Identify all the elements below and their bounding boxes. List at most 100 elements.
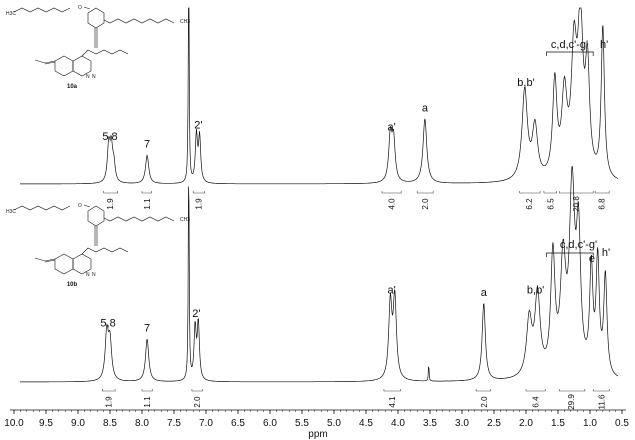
- integral-value: 2.0: [193, 396, 202, 408]
- x-tick-label: 5.0: [327, 418, 341, 429]
- ch3-label: CH3: [180, 217, 190, 223]
- x-tick-label: 2.5: [487, 418, 501, 429]
- integral-bar: [558, 191, 594, 194]
- peak-label: a: [481, 287, 488, 299]
- spectrum-trace: [20, 165, 619, 383]
- peak-label: e: [589, 253, 595, 265]
- bond: [83, 204, 91, 208]
- integral-value: 2.0: [480, 396, 489, 408]
- x-tick-label: 8.5: [103, 418, 117, 429]
- peak-label: a': [387, 284, 395, 296]
- peak-label: 5,8: [102, 131, 117, 143]
- integral-value: 1.1: [143, 396, 152, 408]
- oxygen-label: O: [78, 5, 82, 11]
- x-tick-label: 4.5: [359, 418, 373, 429]
- x-axis: 10.0 9.5 9.0 8.5 8.0 7.5 7.0 6.5 6.0 5.5 5.0 4.5 4.0…: [4, 409, 629, 440]
- bond: [34, 59, 56, 65]
- peak-label: h': [600, 39, 608, 51]
- peak-label: a: [422, 102, 429, 114]
- x-tick-label: 9.5: [39, 418, 53, 429]
- nitrogen-label: N: [92, 272, 96, 278]
- x-tick-label: 2.0: [519, 418, 533, 429]
- x-tick-label: 9.0: [71, 418, 85, 429]
- integral-value: 6.4: [532, 396, 541, 408]
- peak-label: h': [602, 247, 610, 259]
- molecule-structure-10a: H3C O CH3 N N 10a: [6, 5, 190, 90]
- bond: [13, 7, 71, 13]
- x-tick-label: 1.5: [551, 418, 565, 429]
- bond: [54, 253, 74, 275]
- spectrum-10b: 5,8 7 2' a' a b,b' c,d,c'-g' e h' 1.9 1.1 2.0 4.1 2.0…: [20, 165, 619, 410]
- integral-bar: [141, 191, 152, 194]
- x-tick-label: 4.0: [391, 418, 405, 429]
- bond: [94, 28, 98, 48]
- peak-label: 2': [192, 308, 200, 320]
- oxygen-label: O: [78, 203, 82, 209]
- integral-value: 11.6: [598, 394, 607, 410]
- molecule-id: 10a: [67, 84, 78, 90]
- bond: [83, 6, 91, 10]
- integral-value: 6.8: [598, 198, 607, 210]
- label-bracket: [546, 51, 594, 56]
- bond: [72, 253, 92, 275]
- integral-bar: [475, 389, 492, 392]
- peak-label: a': [387, 121, 395, 133]
- x-tick-label: 3.0: [455, 418, 469, 429]
- nitrogen-label: N: [86, 272, 90, 278]
- integral-bar: [558, 389, 586, 392]
- label-bracket: [546, 252, 594, 257]
- bond: [103, 18, 175, 24]
- peak-label: 7: [144, 139, 150, 151]
- x-tick-label: 7.5: [167, 418, 181, 429]
- integral-bar: [519, 191, 541, 194]
- bond: [87, 7, 105, 29]
- peak-label: b,b': [517, 77, 534, 89]
- x-tick-label: 7.0: [199, 418, 213, 429]
- bond: [54, 55, 74, 77]
- integral-value: 1.1: [143, 198, 152, 210]
- integral-value: 20.8: [572, 196, 581, 212]
- integral-bar: [525, 389, 546, 392]
- bond: [87, 205, 105, 227]
- integral-value: 6.5: [546, 198, 555, 210]
- bond: [81, 49, 129, 57]
- peak-label: b,b': [527, 284, 544, 296]
- integral-value: 29.9: [567, 394, 576, 410]
- nitrogen-label: N: [92, 74, 96, 80]
- nitrogen-label: N: [86, 74, 90, 80]
- bond: [34, 257, 56, 263]
- integral-value: 4.1: [388, 396, 397, 408]
- h3c-label: H3C: [6, 11, 16, 17]
- x-tick-label: 10.0: [4, 418, 24, 429]
- x-axis-label: ppm: [308, 429, 327, 440]
- x-tick-label: 5.5: [295, 418, 309, 429]
- spectrum-10a: 5,8 7 2' a' a b,b' c,d,c'-g' h' 1.9 1.1 1.9 4.0 2.0 6…: [20, 7, 619, 212]
- h3c-label: H3C: [6, 209, 16, 215]
- integral-bar: [543, 191, 558, 194]
- bond: [13, 205, 71, 211]
- peak-label: 2': [194, 120, 202, 132]
- spectrum-trace: [20, 7, 619, 185]
- x-tick-label: 1.0: [583, 418, 597, 429]
- bond: [94, 226, 98, 246]
- integral-bar: [191, 389, 204, 392]
- integral-bar: [103, 191, 118, 194]
- integral-bar: [416, 191, 434, 194]
- integral-bar: [381, 191, 402, 194]
- molecule-structure-10b: H3C O CH3 N N 10b: [6, 203, 190, 288]
- bond: [81, 247, 129, 255]
- integral-value: 1.9: [194, 198, 203, 210]
- ch3-label: CH3: [180, 19, 190, 25]
- x-tick-label: 3.5: [423, 418, 437, 429]
- peak-label: 5,8: [100, 318, 115, 330]
- x-tick-label: 6.5: [231, 418, 245, 429]
- peak-label: 7: [144, 322, 150, 334]
- integral-bar: [102, 389, 116, 392]
- integral-bar: [192, 191, 206, 194]
- integral-value: 1.9: [105, 396, 114, 408]
- bond: [103, 216, 175, 222]
- peak-label: c,d,c'-g': [560, 239, 597, 251]
- integral-value: 1.9: [106, 198, 115, 210]
- bond: [72, 55, 92, 77]
